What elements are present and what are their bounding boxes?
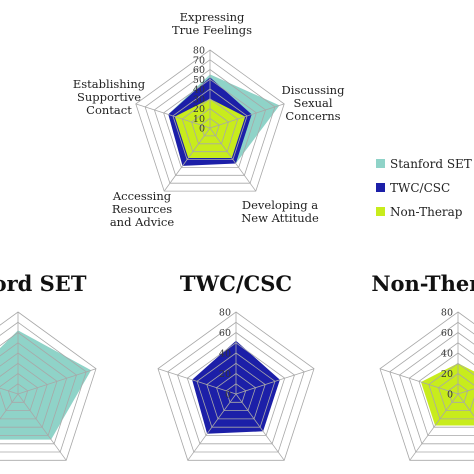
axis-label: Discussing Sexual Concerns: [282, 83, 346, 123]
tick-label: 0: [225, 390, 231, 401]
grid-ring: [379, 311, 474, 461]
axis-label: Establishing Supportive Contact: [73, 77, 146, 117]
axis-spoke: [0, 393, 19, 420]
grid-ring: [7, 383, 29, 403]
tick-label: 60: [219, 328, 231, 339]
grid-ring: [0, 311, 97, 461]
axis-spoke: [0, 387, 19, 395]
grid-ring: [200, 117, 220, 137]
grid-ring: [408, 342, 474, 436]
panel-title: ford SET: [0, 271, 87, 296]
grid-ring: [135, 49, 285, 192]
grid-ring: [181, 98, 239, 153]
legend-swatch: [376, 159, 385, 168]
tick-label: 50: [193, 75, 205, 86]
tick-label: 40: [193, 85, 205, 96]
axis-label: Developing a New Attitude: [241, 198, 319, 225]
grid-ring: [186, 342, 286, 436]
grid-ring: [191, 108, 229, 145]
grid-ring: [0, 352, 58, 428]
grid-ring: [447, 383, 469, 403]
axis-spoke: [379, 368, 459, 395]
axis-spoke: [135, 103, 211, 129]
axis-spoke: [17, 368, 97, 395]
grid-ring: [418, 352, 474, 428]
radar-chart-2: 0 20 40 60 80: [157, 308, 315, 461]
axis-spoke: [409, 393, 459, 461]
axis-spoke: [457, 388, 474, 395]
axis-spoke: [235, 368, 315, 395]
grid-ring: [438, 373, 474, 412]
radar-chart-1: [0, 311, 97, 461]
axis-spoke: [163, 127, 211, 192]
axis-label: Accessing Resources and Advice: [110, 189, 175, 229]
grid-ring: [428, 362, 474, 420]
legend-label: Non-Therap: [390, 205, 463, 219]
axis-spoke: [157, 368, 237, 395]
tick-label: 80: [441, 308, 453, 319]
axis-spoke: [235, 393, 285, 461]
grid-ring: [0, 373, 38, 412]
panel-title: TWC/CSC: [180, 271, 292, 296]
tick-label: 40: [219, 349, 231, 360]
legend-swatch: [376, 207, 385, 216]
legend-label: Stanford SET: [390, 157, 472, 171]
grid-ring: [389, 321, 474, 453]
grid-ring: [0, 332, 77, 445]
tick-label: 60: [441, 328, 453, 339]
tick-label: 80: [219, 308, 231, 319]
axis-spoke: [17, 393, 67, 461]
tick-label: 20: [441, 369, 453, 380]
axis-label: Expressing True Feelings: [172, 10, 252, 37]
grid-ring: [0, 362, 48, 420]
grid-ring: [172, 88, 248, 161]
grid-ring: [196, 352, 276, 428]
tick-label: 80: [193, 46, 205, 57]
grid-ring: [0, 321, 87, 453]
grid-ring: [144, 59, 276, 184]
legend-swatch: [376, 183, 385, 192]
grid-ring: [0, 342, 68, 436]
grid-ring: [163, 78, 257, 168]
axis-spoke: [187, 393, 237, 461]
tick-label: 0: [199, 124, 205, 135]
grid-ring: [216, 373, 256, 412]
tick-label: 60: [193, 65, 205, 76]
tick-label: 20: [193, 104, 205, 115]
tick-label: 0: [447, 390, 453, 401]
legend: Stanford SET TWC/CSC Non-Therap: [376, 157, 472, 219]
series-area-non-therapy: [421, 363, 474, 426]
axis-spoke: [209, 103, 285, 129]
grid-ring: [206, 362, 266, 420]
panel-title: Non-Therap: [371, 271, 474, 296]
tick-label: 30: [193, 94, 205, 105]
legend-label: TWC/CSC: [390, 181, 450, 195]
grid-ring: [157, 311, 315, 461]
tick-label: 40: [441, 349, 453, 360]
grid-ring: [399, 332, 474, 445]
tick-label: 70: [193, 55, 205, 66]
tick-label: 10: [193, 114, 205, 125]
tick-label: 20: [219, 369, 231, 380]
grid-ring: [177, 332, 295, 445]
grid-ring: [153, 69, 267, 176]
grid-ring: [167, 321, 305, 453]
axis-spoke: [457, 393, 474, 417]
axis-spoke: [209, 127, 257, 192]
grid-ring: [225, 383, 247, 403]
radar-chart-3: 0 20 40 60 80: [379, 308, 474, 461]
